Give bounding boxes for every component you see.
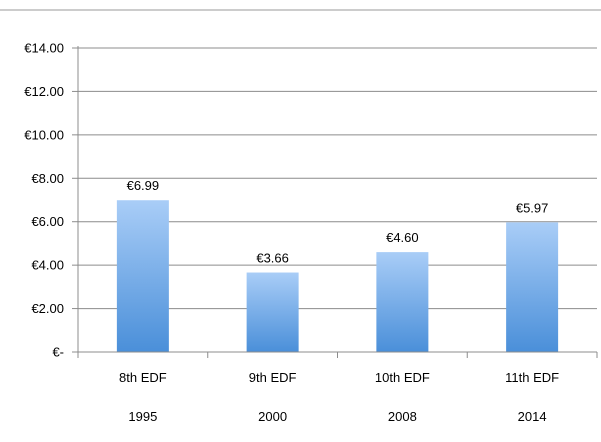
data-label: €5.97: [516, 200, 549, 215]
bars: [116, 200, 559, 352]
x-year-label: 1995: [128, 409, 157, 424]
bar: [376, 252, 429, 352]
y-tick-label: €14.00: [24, 41, 64, 56]
data-label: €6.99: [127, 178, 160, 193]
bar: [116, 200, 169, 352]
y-tick-label: €12.00: [24, 84, 64, 99]
x-year-label: 2008: [388, 409, 417, 424]
y-axis-ticks: €- €2.00 €4.00 €6.00 €8.00 €10.00 €12.00 €14.00: [24, 41, 78, 360]
data-labels: €6.99 €3.66 €4.60 €5.97: [127, 178, 549, 265]
data-label: €3.66: [256, 251, 289, 266]
y-tick-label: €4.00: [31, 258, 64, 273]
x-tick-label: 9th EDF: [249, 370, 297, 385]
data-label: €4.60: [386, 230, 419, 245]
bar: [246, 272, 299, 352]
y-tick-label: €6.00: [31, 214, 64, 229]
bar: [506, 222, 559, 352]
axes: [77, 46, 597, 353]
y-tick-label: €-: [52, 345, 64, 360]
y-tick-label: €2.00: [31, 301, 64, 316]
x-year-label: 2000: [258, 409, 287, 424]
y-tick-label: €10.00: [24, 127, 64, 142]
x-tick-label: 10th EDF: [375, 370, 430, 385]
x-tick-label: 8th EDF: [119, 370, 167, 385]
x-tick-label: 11th EDF: [505, 370, 559, 385]
y-tick-label: €8.00: [31, 171, 64, 186]
x-year-label: 2014: [518, 409, 547, 424]
x-axis-ticks: 8th EDF 1995 9th EDF 2000 10th EDF 2008 11th E…: [77, 352, 598, 424]
